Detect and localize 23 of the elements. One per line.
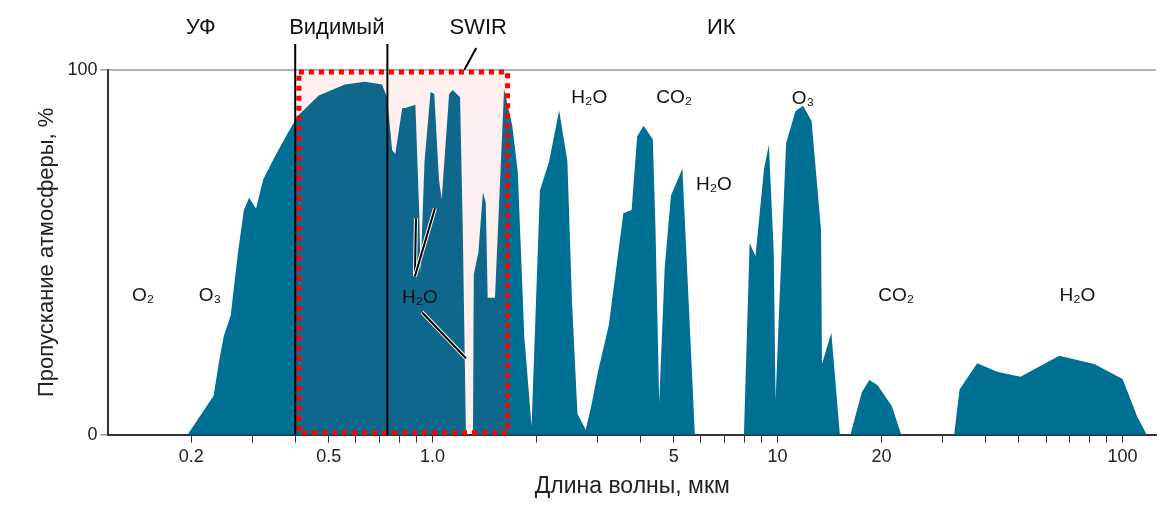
annotation: CO₂	[878, 283, 915, 305]
x-tick-label: 1.0	[420, 445, 446, 466]
x-tick-label: 10	[767, 445, 788, 466]
text: Видимый	[289, 14, 385, 40]
annotation: H₂O	[571, 85, 608, 107]
x-tick-label: 20	[871, 445, 892, 466]
x-tick-label: 100	[1107, 445, 1138, 466]
annotation: O₃	[198, 283, 222, 305]
annotation: O₂	[131, 283, 155, 305]
annotation: H₂O	[402, 286, 438, 308]
x-axis-title: Длина волны, мкм	[534, 471, 730, 498]
y-tick-label: 0	[87, 423, 98, 444]
text: ИК	[706, 14, 736, 40]
x-tick-label: 0.5	[316, 445, 342, 466]
annotation: H₂O	[1059, 283, 1096, 305]
annotation: H₂O	[695, 173, 732, 195]
annotation: O₃	[791, 87, 815, 109]
text: SWIR	[449, 14, 507, 40]
x-tick-label: 5	[668, 445, 679, 466]
x-tick-label: 0.2	[178, 445, 204, 466]
annotation: CO₂	[656, 85, 693, 107]
y-axis-title: Пропускание атмосферы, %	[33, 107, 59, 398]
text: УФ	[185, 14, 216, 40]
